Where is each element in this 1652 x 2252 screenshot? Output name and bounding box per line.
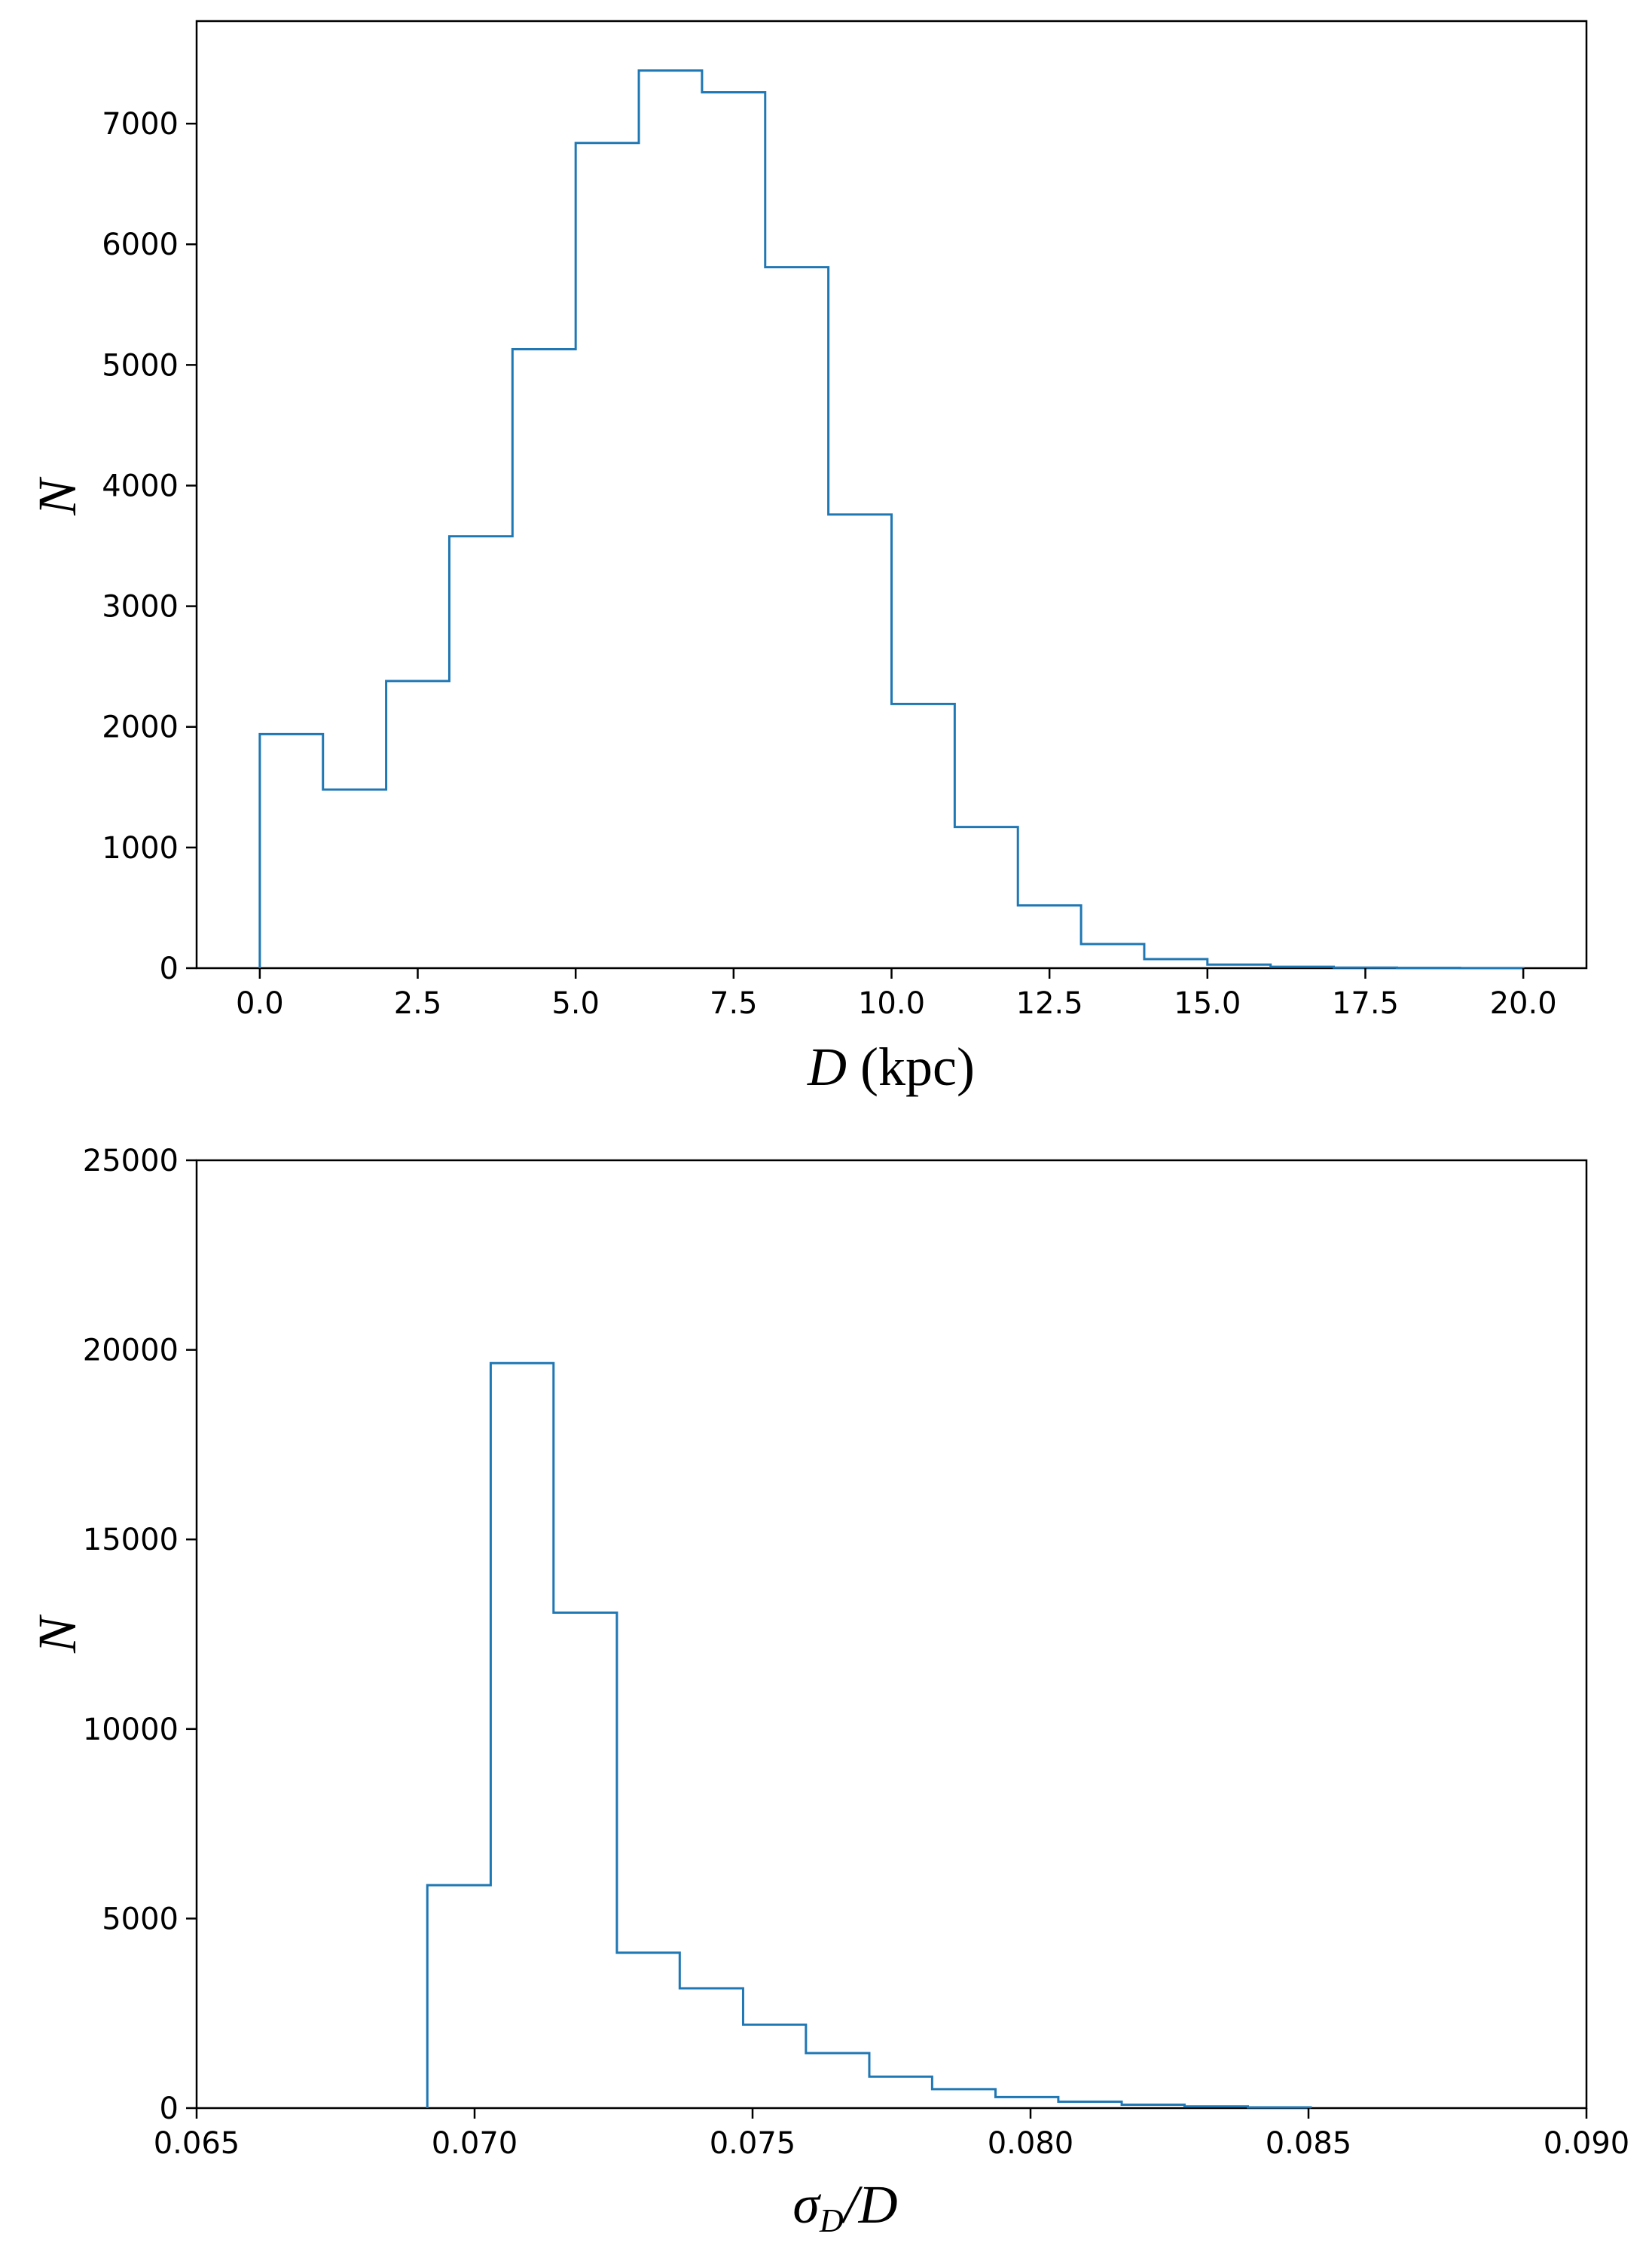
y-tick-label: 15000 — [83, 1523, 179, 1557]
x-tick-label: 0.085 — [1266, 2126, 1352, 2161]
y-tick-label: 0 — [160, 2092, 179, 2126]
y-tick-label: 20000 — [83, 1334, 179, 1368]
y-tick-label: 4000 — [102, 469, 179, 503]
y-tick-label: 3000 — [102, 590, 179, 625]
y-tick-label: 7000 — [102, 107, 179, 142]
bottom-plot-frame — [195, 1159, 1588, 2110]
x-tick-label: 10.0 — [858, 986, 925, 1021]
x-tick-label: 2.5 — [394, 986, 442, 1021]
x-tick-label: 7.5 — [710, 986, 758, 1021]
x-tick-label: 12.5 — [1016, 986, 1083, 1021]
y-tick-label: 1000 — [102, 831, 179, 866]
x-tick-label: 20.0 — [1490, 986, 1557, 1021]
y-tick-label: 5000 — [102, 348, 179, 383]
top-plot-frame — [195, 20, 1588, 970]
top-y-ticks: 0 1000 2000 3000 4000 5000 6000 7000 — [102, 107, 197, 986]
top-x-ticks: 0.0 2.5 5.0 7.5 10.0 12.5 15.0 17.5 20.0 — [236, 968, 1557, 1021]
bottom-y-ticks: 0 5000 10000 15000 20000 25000 — [83, 1144, 197, 2126]
y-tick-label: 25000 — [83, 1144, 179, 1178]
y-tick-label: 10000 — [83, 1713, 179, 1747]
top-y-axis-label: N — [27, 476, 87, 516]
x-tick-label: 0.080 — [988, 2126, 1074, 2161]
top-x-axis-label: D (kpc) — [807, 1037, 975, 1097]
y-tick-label: 2000 — [102, 710, 179, 745]
x-tick-label: 0.070 — [432, 2126, 518, 2161]
bottom-y-axis-label: N — [27, 1614, 87, 1654]
bottom-x-axis-label: σD/D — [792, 2174, 897, 2239]
x-tick-label: 0.090 — [1544, 2126, 1630, 2161]
x-tick-label: 0.065 — [154, 2126, 240, 2161]
y-tick-label: 5000 — [102, 1902, 179, 1936]
bottom-histogram-step — [426, 1361, 1312, 2109]
x-tick-label: 5.0 — [551, 986, 600, 1021]
x-tick-label: 0.075 — [710, 2126, 796, 2161]
y-tick-label: 6000 — [102, 228, 179, 262]
x-tick-label: 15.0 — [1174, 986, 1241, 1021]
x-tick-label: 0.0 — [236, 986, 284, 1021]
bottom-histogram: 0.065 0.070 0.075 0.080 0.085 0.090 0 5000 1000… — [27, 1144, 1629, 2239]
x-tick-label: 17.5 — [1332, 986, 1399, 1021]
bottom-x-ticks: 0.065 0.070 0.075 0.080 0.085 0.090 — [154, 2108, 1630, 2161]
top-histogram-step — [258, 69, 1525, 970]
top-histogram: 0.0 2.5 5.0 7.5 10.0 12.5 15.0 17.5 20.0 0 1000 20… — [27, 20, 1588, 1097]
y-tick-label: 0 — [160, 952, 179, 986]
